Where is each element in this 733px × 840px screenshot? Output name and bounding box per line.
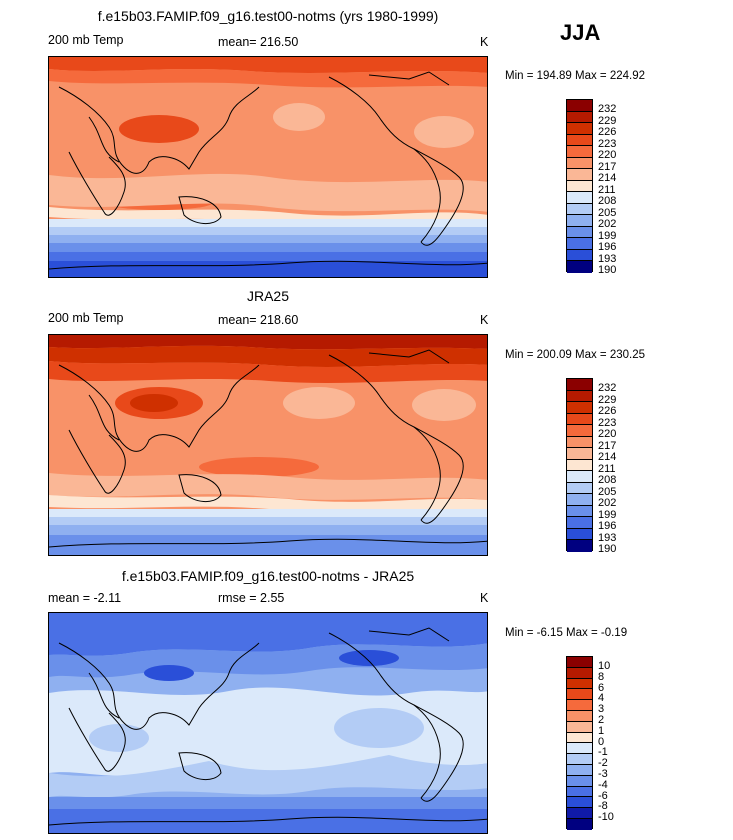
panel3-map-svg — [49, 613, 487, 833]
panel3-unit: K — [480, 591, 489, 605]
colorbar-label: 220 — [598, 149, 617, 161]
colorbar-label: 2 — [598, 714, 605, 726]
panel2-colorbar — [566, 378, 593, 552]
colorbar-label: 208 — [598, 195, 617, 207]
colorbar-label: 196 — [598, 520, 617, 532]
colorbar-label: 3 — [598, 703, 605, 716]
panel1-colorbar — [566, 99, 593, 273]
colorbar-label: -3 — [598, 768, 608, 780]
panel3-rmse: rmse = 2.55 — [218, 591, 285, 605]
colorbar-label: 205 — [598, 485, 617, 498]
colorbar-label: 193 — [598, 531, 617, 544]
colorbar-label: 208 — [598, 474, 617, 486]
colorbar-label: 8 — [598, 670, 605, 683]
colorbar-label: 190 — [598, 543, 617, 555]
panel3-colorbar — [566, 656, 593, 830]
colorbar-label: -1 — [598, 746, 608, 759]
colorbar-label: 232 — [598, 103, 617, 115]
colorbar-label: 1 — [598, 724, 605, 737]
panel2-mean: mean= 218.60 — [218, 313, 299, 327]
panel1-mean: mean= 216.50 — [218, 35, 299, 49]
panel3-title: f.e15b03.FAMIP.f09_g16.test00-notms - JR… — [121, 568, 415, 584]
colorbar-label: -6 — [598, 789, 608, 802]
panel2-left-label: 200 mb Temp — [48, 311, 124, 325]
colorbar-label: 10 — [598, 660, 611, 672]
colorbar-label: 211 — [598, 183, 616, 196]
panel2-unit: K — [480, 313, 489, 327]
colorbar-label: 226 — [598, 126, 617, 138]
panel2-map-svg — [49, 335, 487, 555]
colorbar-label: 190 — [598, 264, 617, 276]
colorbar-label: 229 — [598, 393, 617, 406]
colorbar-label: 223 — [598, 416, 617, 429]
colorbar-label: 4 — [598, 692, 605, 705]
colorbar-label: 229 — [598, 114, 617, 127]
colorbar-label: 226 — [598, 405, 617, 417]
panel1-unit: K — [480, 35, 489, 49]
colorbar-label: 6 — [598, 681, 605, 694]
panel3-map — [48, 612, 488, 834]
panel1-minmax: Min = 194.89 Max = 224.92 — [505, 70, 646, 82]
colorbar-label: 232 — [598, 382, 617, 394]
colorbar-label: 217 — [598, 439, 617, 452]
colorbar-label: -2 — [598, 757, 608, 770]
colorbar-label: 217 — [598, 160, 617, 173]
panel1-title: f.e15b03.FAMIP.f09_g16.test00-notms (yrs… — [97, 8, 439, 24]
colorbar-label: 202 — [598, 497, 617, 509]
colorbar-label: 193 — [598, 252, 617, 265]
panel2-title: JRA25 — [246, 288, 290, 304]
colorbar-label: -4 — [598, 778, 608, 791]
colorbar-label: 220 — [598, 428, 617, 440]
colorbar-label: 202 — [598, 218, 617, 230]
colorbar-label: 199 — [598, 229, 617, 242]
panel1-left-label: 200 mb Temp — [48, 33, 124, 47]
panel3-minmax: Min = -6.15 Max = -0.19 — [505, 627, 628, 639]
colorbar-label: 205 — [598, 206, 617, 219]
panel3-mean: mean = -2.11 — [48, 591, 122, 605]
colorbar-label: 199 — [598, 508, 617, 521]
colorbar-label: -8 — [598, 800, 608, 813]
panel2-minmax: Min = 200.09 Max = 230.25 — [505, 349, 646, 361]
panel1-map-svg — [49, 57, 487, 277]
panel2-map — [48, 334, 488, 556]
colorbar-label: 214 — [598, 451, 617, 463]
colorbar-label: 196 — [598, 241, 617, 253]
colorbar-label: -10 — [598, 811, 614, 824]
panel1-map — [48, 56, 488, 278]
colorbar-label: 223 — [598, 137, 617, 150]
colorbar-label: 211 — [598, 462, 616, 475]
colorbar-label: 214 — [598, 172, 617, 184]
colorbar-label: 0 — [598, 735, 605, 748]
season-label: JJA — [560, 20, 601, 45]
